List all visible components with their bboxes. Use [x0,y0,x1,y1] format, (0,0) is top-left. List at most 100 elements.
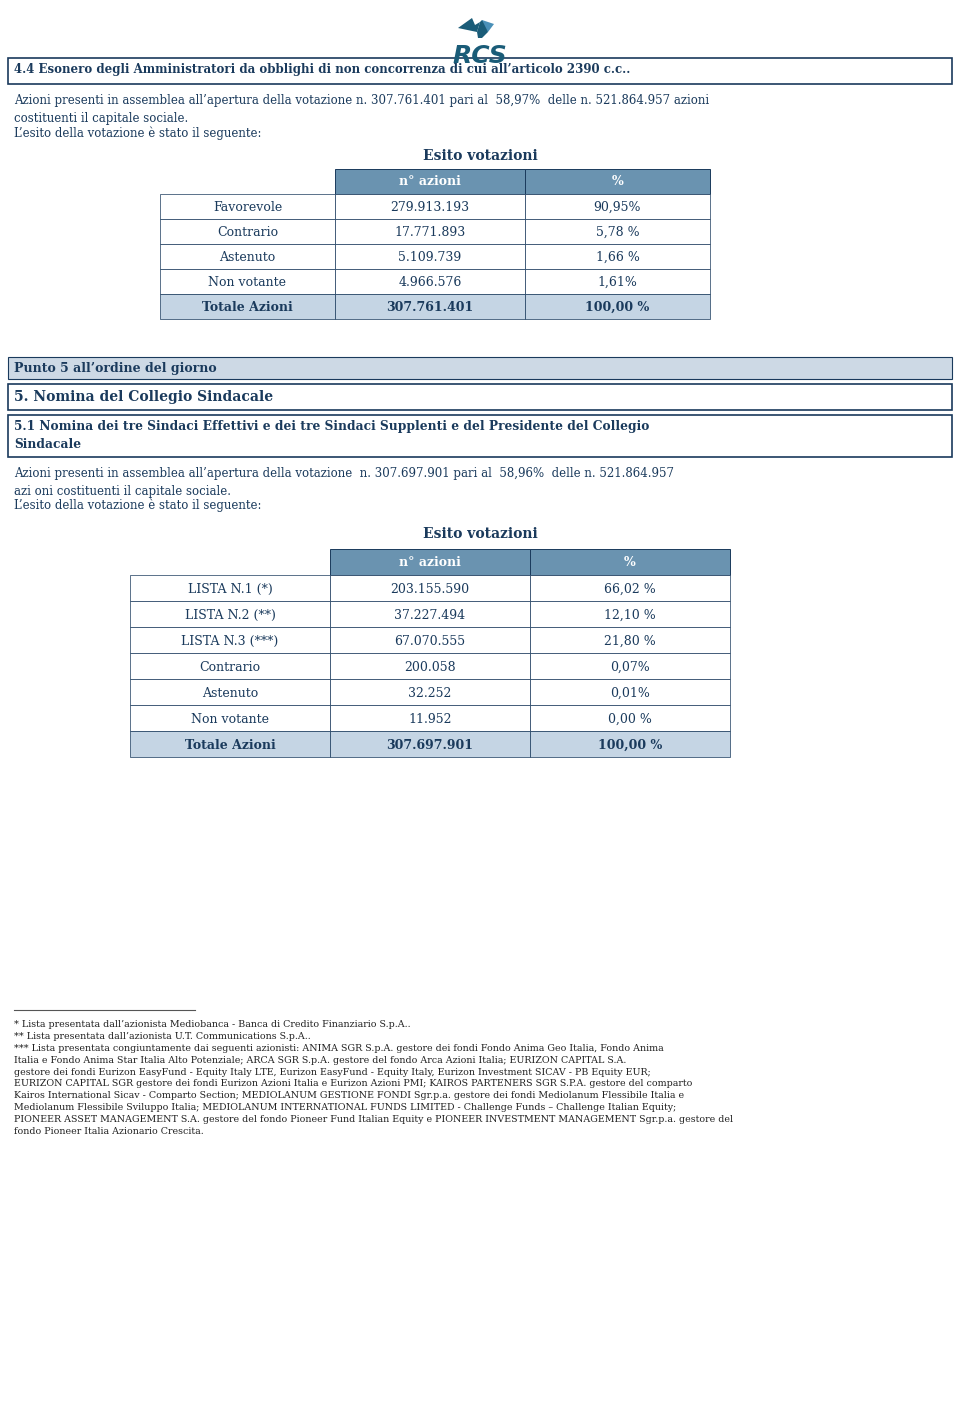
Bar [330,601,530,626]
Bar [525,218,710,244]
Text: 100,00 %: 100,00 % [586,301,650,314]
Text: n° azioni: n° azioni [399,176,461,188]
Bar [160,270,335,294]
Bar [130,575,330,601]
Bar [530,731,730,756]
Text: Totale Azioni: Totale Azioni [203,301,293,314]
Bar [525,270,710,294]
Bar [525,294,710,320]
Text: 1,66 %: 1,66 % [595,251,639,264]
Text: Astenuto: Astenuto [220,251,276,264]
Text: LISTA N.1 (*): LISTA N.1 (*) [187,584,273,596]
Text: Non votante: Non votante [208,275,286,290]
Text: 0,07%: 0,07% [611,661,650,674]
Bar [335,270,525,294]
Bar [8,59,952,84]
Text: Contrario: Contrario [200,661,260,674]
Text: ** Lista presentata dall’azionista U.T. Communications S.p.A..: ** Lista presentata dall’azionista U.T. … [14,1032,311,1042]
Text: Esito votazioni: Esito votazioni [422,148,538,163]
Bar [335,294,525,320]
Text: Azioni presenti in assemblea all’apertura della votazione n. 307.761.401 pari al: Azioni presenti in assemblea all’apertur… [14,94,709,126]
Bar [525,244,710,270]
Bar [530,705,730,731]
Bar [8,384,952,410]
Bar [330,679,530,705]
Polygon shape [458,19,480,31]
Bar [8,415,952,457]
Text: Astenuto: Astenuto [202,686,258,701]
Text: 200.058: 200.058 [404,661,456,674]
Bar [330,654,530,679]
Polygon shape [482,20,494,31]
Bar [160,294,335,320]
Text: 12,10 %: 12,10 % [604,609,656,622]
Bar [530,679,730,705]
Bar [330,575,530,601]
Bar [335,218,525,244]
Text: 17.771.893: 17.771.893 [395,225,466,238]
Text: LISTA N.2 (**): LISTA N.2 (**) [184,609,276,622]
Text: %: % [612,176,623,188]
Text: 5.1 Nomina dei tre Sindaci Effettivi e dei tre Sindaci Supplenti e del President: 5.1 Nomina dei tre Sindaci Effettivi e d… [14,420,649,451]
Bar [330,549,530,575]
Text: L’esito della votazione è stato il seguente:: L’esito della votazione è stato il segue… [14,499,261,512]
Bar [160,194,335,218]
Text: 203.155.590: 203.155.590 [391,584,469,596]
Text: *** Lista presentata congiuntamente dai seguenti azionisti: ANIMA SGR S.p.A. ges: *** Lista presentata congiuntamente dai … [14,1045,733,1136]
Bar [330,626,530,654]
Text: 4.4 Esonero degli Amministratori da obblighi di non concorrenza di cui all’artic: 4.4 Esonero degli Amministratori da obbl… [14,63,631,76]
Text: L’esito della votazione è stato il seguente:: L’esito della votazione è stato il segue… [14,127,261,140]
Text: 67.070.555: 67.070.555 [395,635,466,648]
Text: 307.697.901: 307.697.901 [387,739,473,752]
Text: 0,00 %: 0,00 % [608,714,652,726]
Bar [130,679,330,705]
Bar [530,601,730,626]
Bar [335,168,525,194]
Text: * Lista presentata dall’azionista Mediobanca - Banca di Credito Finanziario S.p.: * Lista presentata dall’azionista Mediob… [14,1020,411,1029]
Text: Punto 5 all’ordine del giorno: Punto 5 all’ordine del giorno [14,362,217,375]
Polygon shape [477,20,488,39]
Bar [330,731,530,756]
Text: 66,02 %: 66,02 % [604,584,656,596]
Bar [530,626,730,654]
Bar [130,731,330,756]
Text: 1,61%: 1,61% [597,275,637,290]
Bar [160,218,335,244]
Text: 5. Nomina del Collegio Sindacale: 5. Nomina del Collegio Sindacale [14,390,274,404]
Text: 5.109.739: 5.109.739 [398,251,462,264]
Text: 100,00 %: 100,00 % [598,739,662,752]
Bar [525,168,710,194]
Bar [130,705,330,731]
Bar [160,244,335,270]
Text: Azioni presenti in assemblea all’apertura della votazione  n. 307.697.901 pari a: Azioni presenti in assemblea all’apertur… [14,467,674,498]
Text: 279.913.193: 279.913.193 [391,201,469,214]
Text: 307.761.401: 307.761.401 [386,301,473,314]
Bar [130,654,330,679]
Bar [130,626,330,654]
Text: 21,80 %: 21,80 % [604,635,656,648]
Text: 90,95%: 90,95% [593,201,641,214]
Text: n° azioni: n° azioni [399,557,461,569]
Text: 32.252: 32.252 [408,686,452,701]
Text: Esito votazioni: Esito votazioni [422,527,538,541]
Bar [8,357,952,380]
Text: 37.227.494: 37.227.494 [395,609,466,622]
Text: 0,01%: 0,01% [610,686,650,701]
Text: 5,78 %: 5,78 % [596,225,639,238]
Bar [530,549,730,575]
Bar [130,601,330,626]
Bar [335,194,525,218]
Text: Favorevole: Favorevole [213,201,282,214]
Text: Totale Azioni: Totale Azioni [184,739,276,752]
Text: Contrario: Contrario [217,225,278,238]
Bar [530,654,730,679]
Bar [525,194,710,218]
Bar [335,244,525,270]
Text: 4.966.576: 4.966.576 [398,275,462,290]
Bar [530,575,730,601]
Text: RCS: RCS [452,44,508,68]
Text: Non votante: Non votante [191,714,269,726]
Text: LISTA N.3 (***): LISTA N.3 (***) [181,635,278,648]
Bar [330,705,530,731]
Text: 11.952: 11.952 [408,714,452,726]
